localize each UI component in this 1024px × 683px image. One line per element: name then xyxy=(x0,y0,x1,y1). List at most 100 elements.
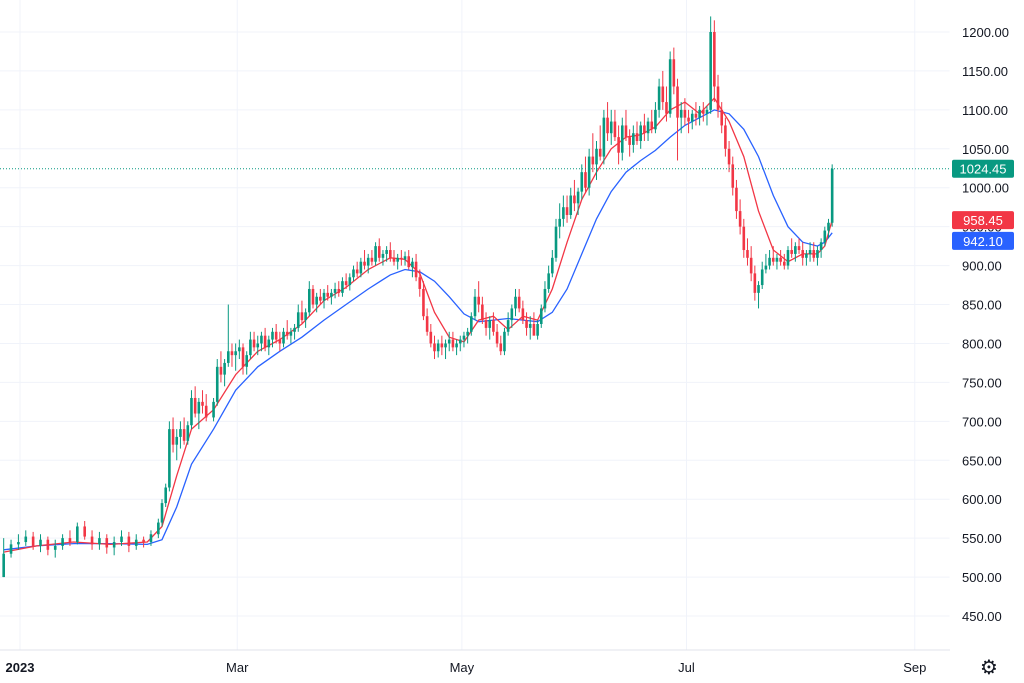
candle xyxy=(293,324,296,340)
candle xyxy=(492,312,495,336)
ma-slow-layer xyxy=(3,109,833,551)
candle xyxy=(632,125,635,153)
candle xyxy=(179,421,182,449)
candle xyxy=(580,164,584,200)
candle xyxy=(543,281,547,313)
candle xyxy=(525,312,528,336)
candle xyxy=(510,304,514,328)
ma-fast-layer xyxy=(3,97,833,553)
candle xyxy=(447,331,451,352)
candle xyxy=(650,109,654,134)
candle xyxy=(370,250,374,266)
candle xyxy=(396,253,399,270)
candle xyxy=(212,397,215,422)
candle xyxy=(223,359,226,387)
candle xyxy=(466,327,469,344)
candle xyxy=(584,156,587,192)
candle xyxy=(779,250,782,266)
candle xyxy=(690,109,694,130)
candle xyxy=(319,288,322,305)
svg-text:942.10: 942.10 xyxy=(963,234,1003,249)
candle xyxy=(617,125,620,165)
candle xyxy=(337,281,341,297)
candle xyxy=(444,339,447,360)
candle xyxy=(407,250,411,270)
candle xyxy=(462,331,466,348)
candle xyxy=(477,281,480,313)
candle xyxy=(760,261,764,289)
candle xyxy=(609,109,613,145)
time-axis[interactable]: 2023MarMayJulSepNov xyxy=(0,649,1024,675)
candle xyxy=(724,117,727,157)
candle xyxy=(385,246,388,262)
candle xyxy=(665,86,668,122)
candle xyxy=(241,343,245,375)
candle xyxy=(598,125,602,161)
candle xyxy=(68,530,72,546)
candle xyxy=(230,343,234,367)
candle xyxy=(738,199,742,235)
candle xyxy=(282,327,285,348)
candle xyxy=(797,238,801,254)
time-tick-label: Jul xyxy=(678,660,695,675)
price-tick-label: 900.00 xyxy=(962,259,1002,274)
candle xyxy=(389,242,392,262)
candle xyxy=(698,105,701,126)
candle xyxy=(411,257,414,278)
candle xyxy=(348,273,352,291)
candle xyxy=(731,156,735,196)
candle xyxy=(226,304,230,367)
candle xyxy=(53,539,57,558)
candle xyxy=(414,253,418,282)
ma-slow-badge: 942.10 xyxy=(952,231,1014,250)
price-tick-label: 650.00 xyxy=(962,453,1002,468)
price-badges: 1024.45 958.45 942.10 xyxy=(952,159,1014,250)
candle xyxy=(157,518,160,539)
candle xyxy=(790,238,793,258)
candle xyxy=(536,320,539,340)
candle xyxy=(422,281,425,321)
candle xyxy=(149,530,153,546)
candle xyxy=(425,308,429,336)
candle xyxy=(757,281,760,309)
candle xyxy=(716,74,720,118)
candle xyxy=(771,246,775,266)
candle xyxy=(160,499,164,527)
candle xyxy=(377,238,381,262)
candle xyxy=(562,195,565,227)
candle xyxy=(39,534,42,553)
candle xyxy=(326,285,330,301)
candle xyxy=(587,148,591,196)
candle xyxy=(786,246,790,270)
candle xyxy=(687,109,690,134)
price-tick-label: 1200.00 xyxy=(962,25,1009,40)
candle xyxy=(215,359,219,406)
candle xyxy=(455,339,458,356)
price-axis[interactable]: 1200.001150.001100.001050.001000.00950.0… xyxy=(949,0,1009,683)
candle xyxy=(252,331,256,352)
candle xyxy=(330,288,333,305)
candle xyxy=(249,331,252,360)
candle xyxy=(234,343,237,371)
candle xyxy=(484,312,488,336)
candle xyxy=(554,218,558,262)
gear-icon[interactable]: ⚙ xyxy=(980,655,998,679)
candle xyxy=(635,121,639,145)
price-tick-label: 550.00 xyxy=(962,531,1002,546)
candle xyxy=(436,339,440,358)
candle xyxy=(256,335,260,356)
candle xyxy=(694,102,698,126)
candle xyxy=(639,121,642,149)
candle xyxy=(17,534,20,550)
candle xyxy=(418,269,422,297)
candle xyxy=(808,242,812,262)
candle xyxy=(271,327,274,348)
candle xyxy=(547,265,550,293)
candle xyxy=(506,312,510,336)
price-tick-label: 1050.00 xyxy=(962,142,1009,157)
candle xyxy=(830,164,834,227)
candle xyxy=(105,534,109,554)
candle xyxy=(296,304,300,332)
candle xyxy=(827,218,830,239)
